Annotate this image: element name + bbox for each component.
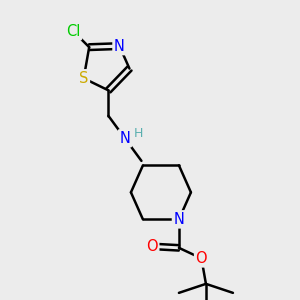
Text: Cl: Cl bbox=[66, 24, 80, 39]
Text: N: N bbox=[114, 39, 125, 54]
Text: S: S bbox=[79, 71, 88, 86]
Text: N: N bbox=[119, 131, 130, 146]
Text: O: O bbox=[146, 239, 158, 254]
Text: H: H bbox=[134, 128, 143, 140]
Text: O: O bbox=[196, 251, 207, 266]
Text: N: N bbox=[173, 212, 184, 227]
